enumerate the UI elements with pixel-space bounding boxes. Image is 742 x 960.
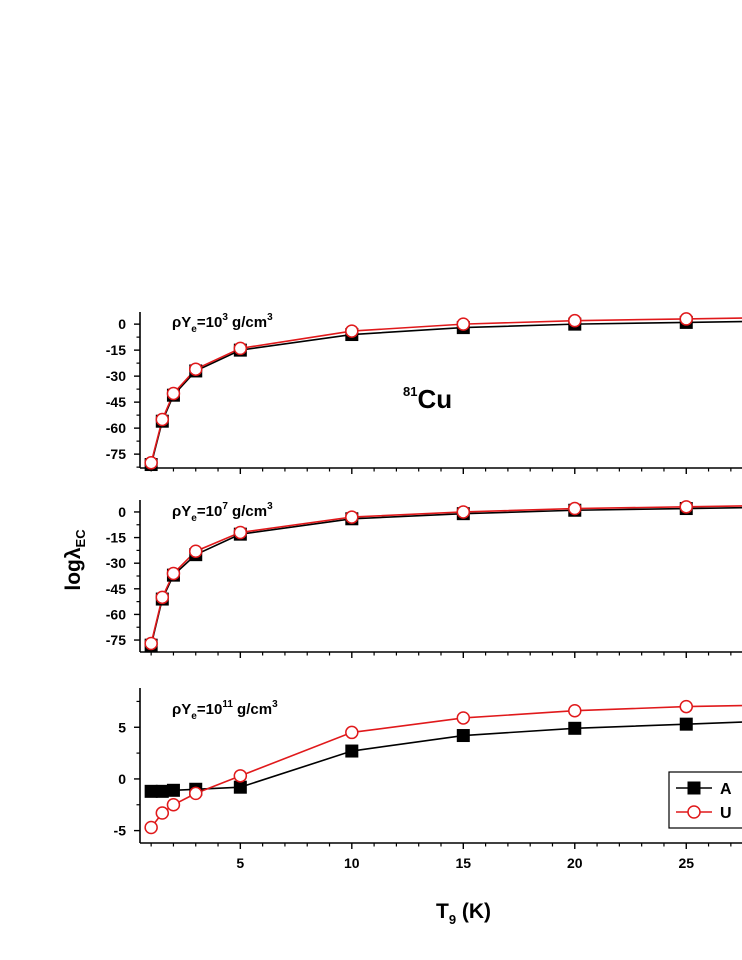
- y-tick-label: -75: [106, 632, 126, 648]
- data-point-U: [345, 324, 359, 338]
- data-point-U: [166, 566, 181, 581]
- plot-area: [144, 699, 742, 835]
- y-tick-label: -5: [114, 823, 127, 839]
- data-point-U: [233, 341, 248, 356]
- nuclide-mass: 81: [403, 384, 417, 399]
- data-point-U: [456, 505, 471, 519]
- data-point-A: [166, 783, 180, 797]
- panel-3: -5 0 5 5 10 15 20 25 ρYe=1011 g/cm3: [114, 688, 742, 871]
- data-point-U: [568, 703, 582, 718]
- data-point-U: [166, 798, 181, 812]
- y-axis-title: logλEC: [62, 529, 88, 591]
- y-tick-label: -30: [106, 555, 126, 571]
- legend-marker-U: [687, 805, 701, 819]
- legend-label-A: A: [720, 781, 732, 798]
- legend-marker-A: [687, 781, 701, 795]
- legend-label-U: U: [720, 805, 732, 822]
- data-point-A: [345, 744, 359, 758]
- series-line-U: [150, 505, 742, 644]
- y-tick-label: -45: [106, 581, 126, 597]
- data-point-A: [233, 780, 247, 794]
- y-tick-label: -75: [106, 446, 126, 462]
- data-point-A: [144, 784, 158, 798]
- y-tick-label: -60: [106, 606, 126, 622]
- series-line-U: [150, 317, 742, 463]
- data-point-U: [144, 820, 158, 835]
- data-point-U: [155, 590, 170, 605]
- legend: AU: [668, 771, 742, 829]
- x-axis-title-main: T: [436, 900, 449, 923]
- panel-1: -75 -60 -45 -30 -15 0 ρYe=103 g/cm3: [106, 312, 742, 474]
- data-point-U: [188, 786, 203, 801]
- data-point-U: [568, 501, 582, 516]
- data-point-U: [144, 456, 158, 470]
- y-tick-label: -15: [106, 530, 126, 546]
- series-line-U: [150, 704, 742, 828]
- y-tick-label: 0: [118, 771, 126, 787]
- panel-label: ρYe=107 g/cm3: [172, 501, 273, 524]
- x-tick-label: 10: [344, 855, 360, 871]
- x-axis-title-sub: 9: [449, 912, 456, 927]
- data-point-U: [144, 636, 158, 651]
- data-point-U: [188, 362, 203, 376]
- y-tick-label: 0: [118, 504, 126, 520]
- data-point-U: [456, 711, 471, 725]
- chart-panels: -75 -60 -45 -30 -15 0 ρYe=103 g/cm3 -75 -60 -45 -3…: [106, 312, 742, 871]
- x-tick-label: 5: [236, 855, 244, 871]
- data-point-A: [456, 729, 470, 743]
- y-tick-label: 0: [118, 316, 126, 332]
- x-tick-label: 15: [456, 855, 472, 871]
- data-point-U: [155, 806, 170, 820]
- data-point-U: [679, 312, 694, 326]
- data-point-U: [679, 699, 694, 714]
- x-axis-title: T9 (K): [436, 900, 491, 927]
- data-point-A: [155, 784, 169, 798]
- x-tick-label: 20: [567, 855, 583, 871]
- y-tick-label: -60: [106, 420, 126, 436]
- y-axis-title-sub: EC: [73, 529, 88, 548]
- y-tick-label: -30: [106, 368, 126, 384]
- panel-2: -75 -60 -45 -30 -15 0 ρYe=107 g/cm3: [106, 500, 742, 658]
- data-point-U: [166, 386, 181, 401]
- data-point-U: [188, 544, 203, 558]
- nuclide-symbol: Cu: [417, 384, 452, 414]
- nuclide-label: 81Cu: [403, 384, 452, 414]
- x-axis-title-unit: (K): [456, 900, 491, 923]
- y-tick-label: 5: [118, 719, 126, 735]
- data-point-U: [345, 725, 359, 740]
- y-tick-label: -45: [106, 394, 126, 410]
- panel-label: ρYe=1011 g/cm3: [172, 699, 278, 722]
- data-point-A: [568, 721, 582, 735]
- legend-box: [668, 771, 742, 829]
- data-point-A: [679, 717, 693, 731]
- panel-label: ρYe=103 g/cm3: [172, 312, 273, 335]
- data-point-U: [233, 769, 248, 783]
- data-point-U: [155, 412, 170, 427]
- plot-area: [144, 500, 742, 652]
- x-tick-label: 25: [678, 855, 694, 871]
- y-tick-label: -15: [106, 342, 126, 358]
- y-axis-title-main: logλ: [62, 547, 85, 590]
- data-point-U: [233, 525, 248, 540]
- data-point-U: [456, 317, 471, 331]
- data-point-U: [568, 313, 582, 328]
- plot-area: [144, 312, 742, 472]
- data-point-U: [679, 500, 694, 514]
- data-point-U: [345, 510, 359, 524]
